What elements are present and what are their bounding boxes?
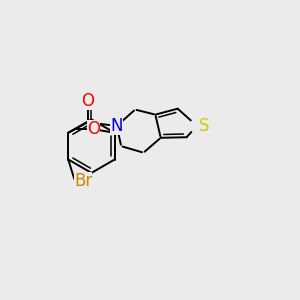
Text: O: O xyxy=(87,120,100,138)
Text: Br: Br xyxy=(74,172,92,190)
Text: N: N xyxy=(110,117,123,135)
Text: S: S xyxy=(199,117,210,135)
Text: O: O xyxy=(81,92,94,110)
